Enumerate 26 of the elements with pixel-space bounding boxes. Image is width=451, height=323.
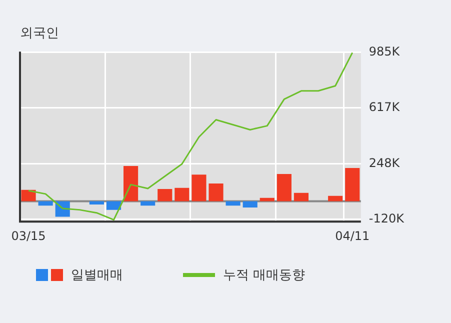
- bar: [328, 196, 343, 202]
- bar: [242, 201, 258, 208]
- bar: [124, 166, 138, 202]
- bar: [106, 201, 122, 210]
- bar: [140, 201, 156, 206]
- x-tick-label: 04/11: [335, 228, 370, 243]
- y-tick-label: -120K: [368, 211, 406, 226]
- chart-title: 외국인: [20, 26, 59, 42]
- bar: [174, 188, 190, 202]
- y-tick-label: 985K: [368, 44, 401, 58]
- bar: [260, 198, 274, 202]
- bar: [21, 190, 36, 202]
- bar: [192, 174, 206, 202]
- x-tick-label: 03/15: [11, 228, 46, 243]
- bar: [89, 201, 104, 205]
- bar: [158, 188, 172, 202]
- bar: [345, 168, 360, 202]
- y-tick-label: 248K: [368, 156, 401, 170]
- bar: [226, 201, 240, 206]
- bar: [294, 192, 309, 202]
- legend-label: 누적 매매동향: [223, 267, 306, 284]
- y-tick-label: 617K: [368, 100, 401, 114]
- bar: [208, 184, 224, 202]
- bar: [276, 174, 292, 202]
- bar: [38, 201, 53, 206]
- legend-label: 일별매매: [71, 267, 123, 284]
